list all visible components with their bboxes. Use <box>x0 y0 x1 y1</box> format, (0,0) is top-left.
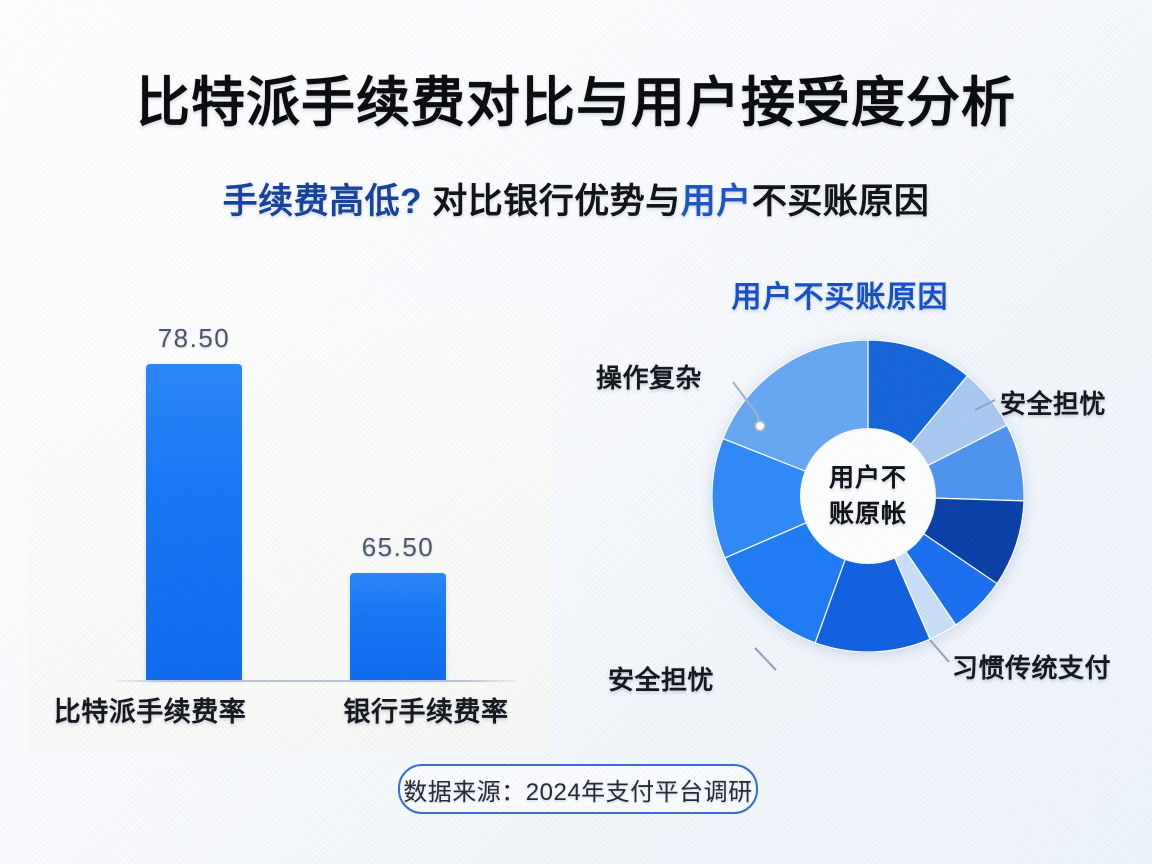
donut-center-line-1: 用户不 <box>828 464 907 492</box>
donut-segment <box>814 494 931 652</box>
page-subtitle: 手续费高低? 对比银行优势与用户不买账原因 <box>0 180 1152 224</box>
donut-chart-title: 用户不买账原因 <box>731 281 949 314</box>
donut-center-line-2: 账原帐 <box>828 500 907 528</box>
subtitle-part-2: 对比银行优势与 <box>422 182 681 221</box>
bar-chart-baseline <box>116 680 516 682</box>
bar-value-label: 65.50 <box>361 532 435 562</box>
subtitle-part-1: 手续费高低? <box>222 182 423 221</box>
source-note-pill: 数据来源：2024年支付平台调研 <box>398 764 758 814</box>
donut-label-habit-traditional: 习惯传统支付 <box>952 653 1112 683</box>
bar-chart-plot-area: 78.50 65.50 <box>106 323 526 680</box>
page-title: 比特派手续费对比与用户接受度分析 <box>136 73 1016 133</box>
donut-label-security-concern: 安全担忧 <box>1000 389 1107 419</box>
donut-label-security-concern-2: 安全担忧 <box>608 665 715 695</box>
donut-label-operation-complex: 操作复杂 <box>596 363 703 393</box>
bar-slot: 78.50 <box>124 323 284 680</box>
bar-rect <box>350 573 446 680</box>
source-note-text: 数据来源：2024年支付平台调研 <box>403 778 753 806</box>
donut-center-label: 用户不 账原帐 <box>800 428 936 564</box>
donut-chart: 用户不 账原帐 <box>712 340 1024 652</box>
subtitle-part-3: 用户 <box>680 182 752 221</box>
donut-segment <box>712 437 870 559</box>
bar-slot: 65.50 <box>328 340 488 680</box>
bar-value-label: 78.50 <box>157 323 231 353</box>
subtitle-part-4: 不买账原因 <box>751 182 930 221</box>
bar-category-label: 银行手续费率 <box>343 697 509 727</box>
bar-category-label: 比特派手续费率 <box>53 697 247 727</box>
bar-rect <box>146 364 242 680</box>
bar-chart-panel: 78.50 65.50 比特派手续费率 银行手续费率 <box>28 312 552 752</box>
